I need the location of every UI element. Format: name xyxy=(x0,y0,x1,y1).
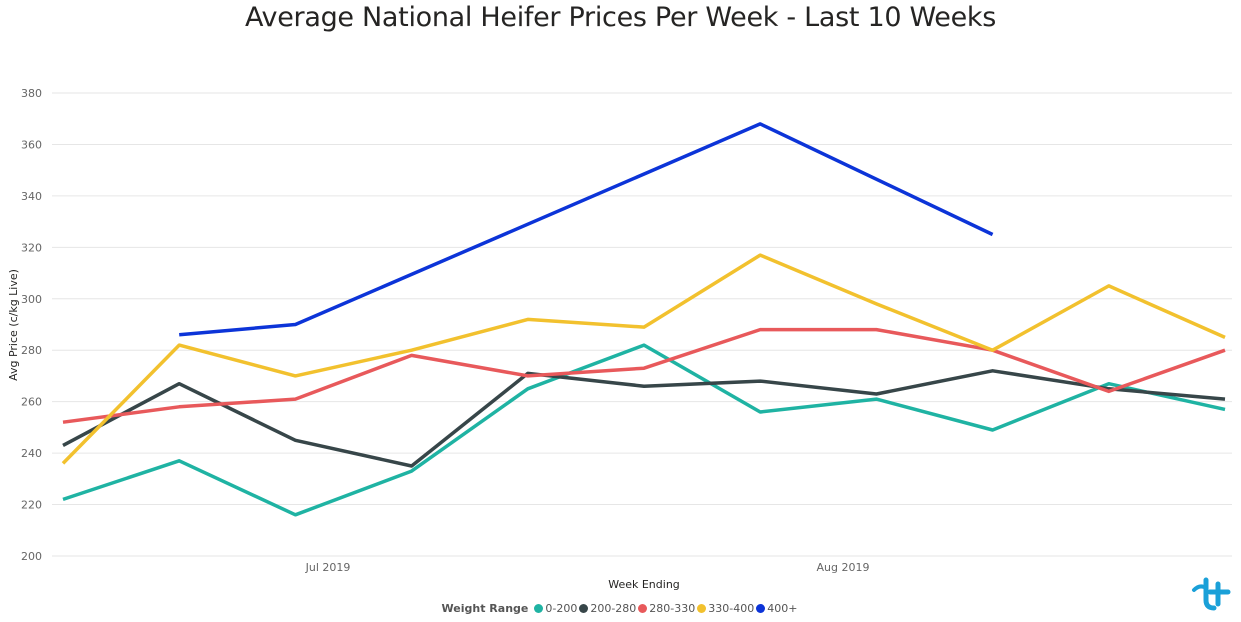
y-tick-label: 260 xyxy=(21,396,42,409)
x-tick-label: Jul 2019 xyxy=(305,561,351,574)
y-tick-label: 200 xyxy=(21,550,42,563)
series-line-400- xyxy=(179,122,994,337)
legend-item[interactable]: 0-200 xyxy=(534,602,577,615)
y-tick-label: 360 xyxy=(21,138,42,151)
y-axis-title: Avg Price (c/kg Live) xyxy=(7,269,20,381)
series-line-280-330 xyxy=(62,327,1226,424)
line-chart: 200 220 240 260 280 300 320 340 360 380 Jul 2019 A… xyxy=(7,87,1232,591)
y-tick-label: 220 xyxy=(21,499,42,512)
x-axis-ticks: Jul 2019 Aug 2019 xyxy=(305,561,870,574)
series-line-330-400 xyxy=(61,253,1226,465)
series-line-0-200 xyxy=(62,343,1226,517)
legend-item[interactable]: 330-400 xyxy=(697,602,754,615)
x-axis-title: Week Ending xyxy=(608,578,680,591)
x-tick-label: Aug 2019 xyxy=(817,561,870,574)
legend-label: 280-330 xyxy=(649,602,696,615)
legend: Weight Range 0-200 200-280 280-330 330-400 40… xyxy=(0,602,1241,615)
legend-label: 330-400 xyxy=(708,602,755,615)
legend-label: 0-200 xyxy=(545,602,578,615)
legend-swatch xyxy=(697,604,707,613)
y-tick-label: 300 xyxy=(21,293,42,306)
y-tick-label: 280 xyxy=(21,344,42,357)
brand-logo xyxy=(1192,577,1231,611)
series-lines xyxy=(61,122,1226,517)
legend-swatch xyxy=(638,604,648,613)
y-tick-label: 380 xyxy=(21,87,42,100)
y-tick-label: 240 xyxy=(21,447,42,460)
y-tick-label: 340 xyxy=(21,190,42,203)
legend-swatch xyxy=(579,604,589,613)
legend-swatch xyxy=(534,604,544,613)
series-line-200-280 xyxy=(62,369,1226,468)
legend-item[interactable]: 200-280 xyxy=(579,602,636,615)
legend-label: 400+ xyxy=(767,602,798,615)
legend-label: 200-280 xyxy=(590,602,637,615)
legend-swatch xyxy=(756,604,766,613)
chart-title: Average National Heifer Prices Per Week … xyxy=(244,2,997,33)
gridlines xyxy=(52,92,1232,557)
legend-item[interactable]: 280-330 xyxy=(638,602,695,615)
y-tick-label: 320 xyxy=(21,241,42,254)
y-axis-ticks: 200 220 240 260 280 300 320 340 360 380 xyxy=(21,87,42,563)
legend-item[interactable]: 400+ xyxy=(756,602,797,615)
legend-title: Weight Range xyxy=(441,602,529,615)
